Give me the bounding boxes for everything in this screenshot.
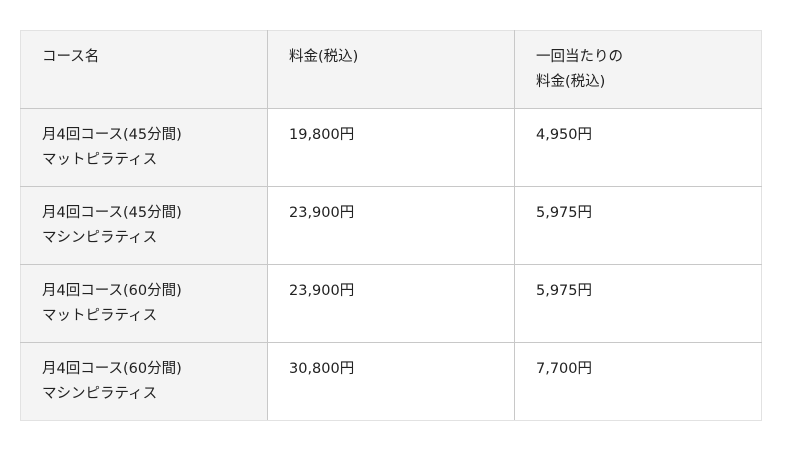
- price-cell: 30,800円: [267, 342, 515, 421]
- header-text: 一回当たりの: [536, 49, 623, 65]
- per-session-cell: 5,975円: [514, 186, 762, 265]
- course-name-cell: 月4回コース(60分間) マシンピラティス: [20, 342, 268, 421]
- header-text: コース名: [42, 49, 100, 65]
- course-plan: 月4回コース(60分間): [42, 283, 182, 299]
- price-cell: 23,900円: [267, 186, 515, 265]
- per-session-cell: 4,950円: [514, 108, 762, 187]
- price-cell: 19,800円: [267, 108, 515, 187]
- table-row: 月4回コース(45分間) マシンピラティス 23,900円 5,975円: [20, 186, 762, 265]
- course-name-cell: 月4回コース(45分間) マシンピラティス: [20, 186, 268, 265]
- per-session-cell: 5,975円: [514, 264, 762, 343]
- price-cell: 23,900円: [267, 264, 515, 343]
- header-per-session-price: 一回当たりの 料金(税込): [514, 30, 762, 109]
- header-text: 料金(税込): [289, 49, 359, 65]
- course-type: マシンピラティス: [42, 230, 158, 246]
- table-row: 月4回コース(60分間) マットピラティス 23,900円 5,975円: [20, 264, 762, 343]
- course-name-cell: 月4回コース(45分間) マットピラティス: [20, 108, 268, 187]
- price-table: コース名 料金(税込) 一回当たりの 料金(税込) 月4回コース(45分間) マット…: [20, 30, 762, 421]
- course-type: マットピラティス: [42, 308, 158, 324]
- header-price: 料金(税込): [267, 30, 515, 109]
- course-plan: 月4回コース(45分間): [42, 205, 182, 221]
- table-row: 月4回コース(60分間) マシンピラティス 30,800円 7,700円: [20, 342, 762, 421]
- header-course-name: コース名: [20, 30, 268, 109]
- course-plan: 月4回コース(45分間): [42, 127, 182, 143]
- course-type: マシンピラティス: [42, 386, 158, 402]
- course-plan: 月4回コース(60分間): [42, 361, 182, 377]
- per-session-cell: 7,700円: [514, 342, 762, 421]
- course-type: マットピラティス: [42, 152, 158, 168]
- header-text: 料金(税込): [536, 74, 606, 90]
- course-name-cell: 月4回コース(60分間) マットピラティス: [20, 264, 268, 343]
- table-row: 月4回コース(45分間) マットピラティス 19,800円 4,950円: [20, 108, 762, 187]
- table-header-row: コース名 料金(税込) 一回当たりの 料金(税込): [20, 30, 762, 109]
